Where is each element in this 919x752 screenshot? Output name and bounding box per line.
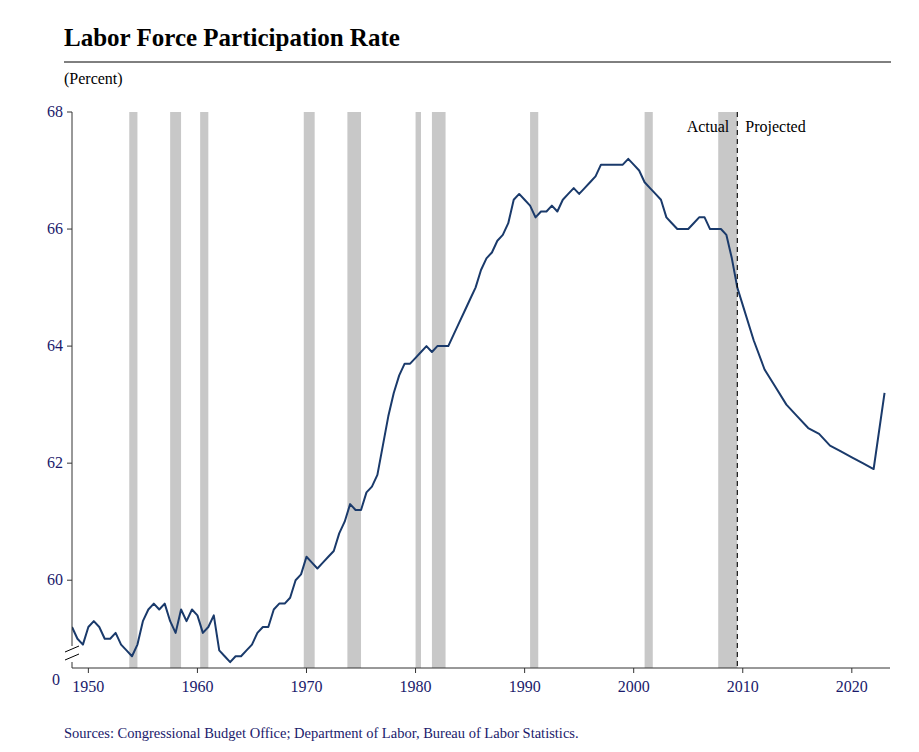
chart: Labor Force Participation Rate(Percent)6…	[0, 0, 919, 752]
x-tick-label: 1960	[181, 678, 213, 695]
plot-area	[72, 112, 885, 668]
axis-break-label: 0	[52, 671, 60, 688]
y-axis-label: (Percent)	[64, 70, 123, 88]
x-tick-label: 2010	[727, 678, 759, 695]
recession-band	[530, 112, 538, 668]
x-tick	[524, 668, 525, 673]
y-tick	[67, 346, 72, 347]
projection-line	[737, 112, 738, 668]
source-note: Sources: Congressional Budget Office; De…	[64, 725, 579, 741]
recession-band	[129, 112, 137, 668]
x-tick	[415, 668, 416, 673]
y-tick-label: 64	[47, 337, 63, 354]
recession-band	[432, 112, 446, 668]
recession-band	[645, 112, 653, 668]
series-line	[737, 288, 884, 469]
title: Labor Force Participation Rate	[64, 24, 400, 51]
y-tick	[67, 112, 72, 113]
y-tick	[67, 580, 72, 581]
x-tick-label: 1980	[400, 678, 432, 695]
recession-band	[416, 112, 421, 668]
x-tick-label: 1950	[72, 678, 104, 695]
recession-band	[170, 112, 181, 668]
x-tick-label: 1990	[509, 678, 541, 695]
axis-break-stroke	[65, 646, 79, 652]
x-tick	[851, 668, 852, 673]
recession-band	[718, 112, 737, 668]
axis-break-gap	[68, 646, 76, 662]
y-tick	[67, 229, 72, 230]
series-line	[72, 159, 737, 662]
y-tick-label: 66	[47, 220, 63, 237]
x-tick-label: 2020	[836, 678, 868, 695]
y-tick	[67, 463, 72, 464]
title-rule	[64, 62, 891, 63]
x-tick	[306, 668, 307, 673]
x-axis-line	[72, 668, 890, 669]
y-axis-line	[72, 112, 73, 668]
axis-break-stroke	[65, 654, 79, 660]
y-tick-label: 62	[47, 454, 63, 471]
x-tick	[633, 668, 634, 673]
x-tick-label: 1970	[290, 678, 322, 695]
x-tick	[742, 668, 743, 673]
recession-band	[200, 112, 208, 668]
recession-band	[304, 112, 315, 668]
x-tick-label: 2000	[618, 678, 650, 695]
series-label: Projected	[745, 118, 805, 136]
y-tick-label: 60	[47, 571, 63, 588]
y-tick-label: 68	[47, 103, 63, 120]
recession-band	[347, 112, 361, 668]
axis-break	[65, 646, 79, 662]
series-label: Actual	[687, 118, 730, 135]
x-tick	[197, 668, 198, 673]
x-tick	[88, 668, 89, 673]
chart-container: Labor Force Participation Rate(Percent)6…	[0, 0, 919, 752]
